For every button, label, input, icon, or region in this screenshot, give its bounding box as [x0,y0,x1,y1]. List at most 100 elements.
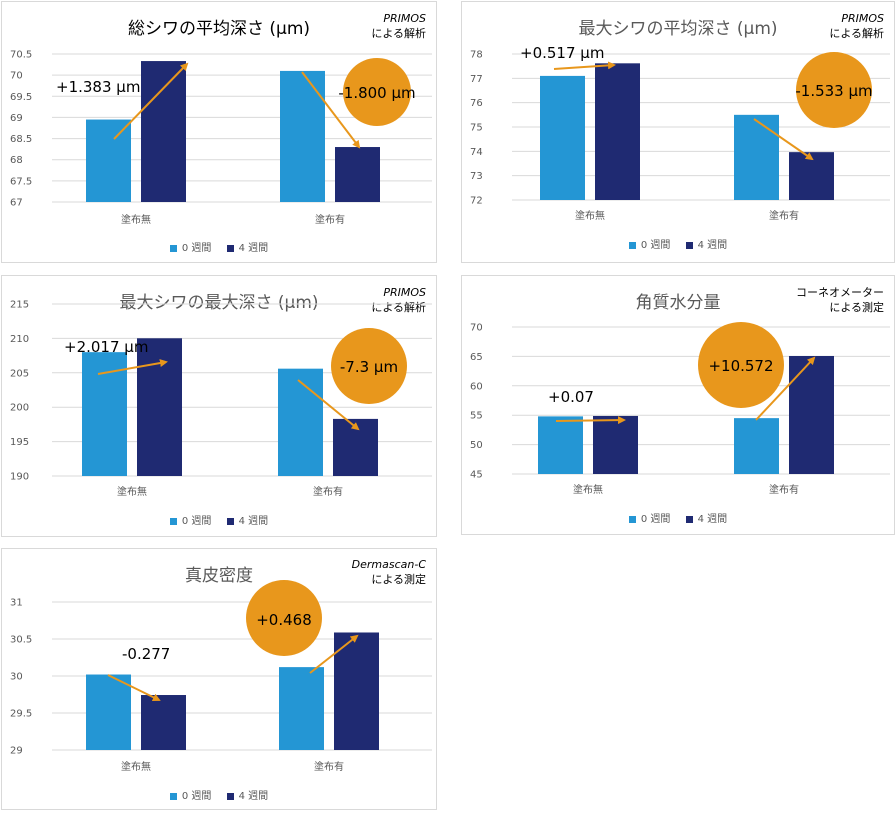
category-label: 塗布無 [117,485,147,498]
legend-label: 0 週間 [640,240,671,251]
annotation-label: -1.533 µm [795,82,872,100]
bar-week4 [334,632,379,750]
bar-week0 [540,75,585,200]
legend-swatch [226,517,234,525]
category-label: 塗布有 [769,209,799,222]
change-arrow [755,356,816,421]
bar-week0 [86,119,131,202]
legend-item-week0: 0 週間 [628,236,671,251]
annotation-label: +10.572 [708,357,773,375]
bar-week0 [538,416,583,474]
legend-swatch [628,515,636,523]
change-arrow [553,61,616,70]
legend-swatch [685,241,693,249]
legend-item-week0: 0 週間 [169,512,211,527]
y-tick-label: 74 [470,147,483,158]
y-tick-label: 200 [10,403,29,414]
y-tick-label: 29 [10,746,23,757]
note-source: PRIMOS [383,286,426,299]
chart-panel-max-wrinkle-mean-depth: 最大シワの平均深さ (µm) PRIMOS による解析 72 73 74 75 76 77… [461,1,895,263]
change-arrow [301,71,361,149]
y-tick-label: 190 [10,472,29,483]
annotation-circle [343,58,411,126]
y-tick-label: 68 [10,155,23,166]
legend-item-week0: 0 週間 [169,787,212,802]
annotation-circle [796,52,872,128]
annotation-circle [698,322,784,408]
bar-week0 [86,674,131,750]
legend-swatch [169,792,177,800]
chart-note: Dermascan-C による測定 [352,557,426,587]
y-tick-label: 215 [10,300,29,311]
annotation-label: -7.3 µm [340,358,398,376]
chart-plot: 29 29.5 30 30.5 31 塗布無 塗布有 -0.277 +0.468 [10,580,432,773]
category-label: 塗布有 [313,485,343,498]
y-tick-label: 70.5 [10,50,32,61]
change-arrow [297,379,360,431]
chart-title: 最大シワの最大深さ (µm) [119,293,319,313]
category-label: 塗布有 [315,213,345,226]
legend-item-week4: 4 週間 [226,787,269,802]
annotation-label: -1.800 µm [338,84,415,102]
bar-week4 [137,338,182,476]
note-method: による解析 [829,27,884,40]
chart-title: 角質水分量 [635,293,721,313]
note-source: コーネオメーター [796,286,884,299]
category-label: 塗布無 [573,483,603,496]
note-method: による解析 [371,27,426,40]
change-arrow [555,416,626,425]
chart-legend: 0 週間 4 週間 [2,787,436,802]
chart-title: 最大シワの平均深さ (µm) [578,19,778,39]
y-tick-label: 29.5 [10,709,32,720]
note-source: Dermascan-C [351,558,426,571]
y-tick-label: 205 [10,368,29,379]
change-arrow [309,634,359,674]
legend-label: 4 週間 [238,791,269,802]
change-arrow [107,674,161,701]
y-tick-label: 78 [470,50,483,61]
y-tick-label: 70 [10,71,23,82]
legend-item-week4: 4 週間 [226,239,268,254]
bar-week4 [141,695,186,750]
bar-week4 [141,61,186,203]
chart-legend: 0 週間 4 週間 [2,239,436,254]
annotation-label: +0.517 µm [520,44,604,62]
category-label: 塗布有 [769,483,799,496]
legend-label: 0 週間 [640,514,671,525]
chart-panel-total-wrinkle-depth: 総シワの平均深さ (µm) PRIMOS による解析 67 67.5 68 68.5 6… [1,1,437,263]
legend-label: 4 週間 [697,514,728,525]
annotation-label: +0.07 [548,388,594,406]
bar-week4 [595,63,640,200]
bar-week0 [734,418,779,474]
legend-swatch [226,792,234,800]
y-tick-label: 73 [470,171,483,182]
bar-week4 [593,415,638,474]
chart-panel-max-wrinkle-max-depth: 最大シワの最大深さ (µm) PRIMOS による解析 190 195 200 205… [1,275,437,537]
annotation-circle [331,328,407,404]
y-tick-label: 55 [470,411,483,422]
legend-swatch [226,244,234,252]
legend-swatch [169,517,177,525]
y-tick-label: 31 [10,598,23,609]
legend-swatch [169,244,177,252]
bar-week0 [278,368,323,476]
chart-legend: 0 週間 4 週間 [462,236,894,251]
annotation-label: +0.468 [256,611,312,629]
y-tick-label: 77 [470,74,483,85]
y-tick-label: 30.5 [10,635,32,646]
y-tick-label: 69 [10,113,23,124]
annotation-label: +2.017 µm [64,338,148,356]
annotation-circle [246,580,322,656]
y-tick-label: 65 [470,352,483,363]
chart-note: PRIMOS による解析 [829,11,884,41]
legend-label: 0 週間 [181,791,212,802]
note-source: PRIMOS [841,12,884,25]
chart-title: 真皮密度 [185,566,253,586]
bar-week0 [280,70,325,203]
bar-week4 [789,355,834,474]
chart-note: コーネオメーター による測定 [796,285,884,315]
annotation-label: -0.277 [122,645,170,663]
category-label: 塗布有 [314,760,344,773]
legend-label: 0 週間 [181,243,212,254]
category-label: 塗布無 [121,760,151,773]
